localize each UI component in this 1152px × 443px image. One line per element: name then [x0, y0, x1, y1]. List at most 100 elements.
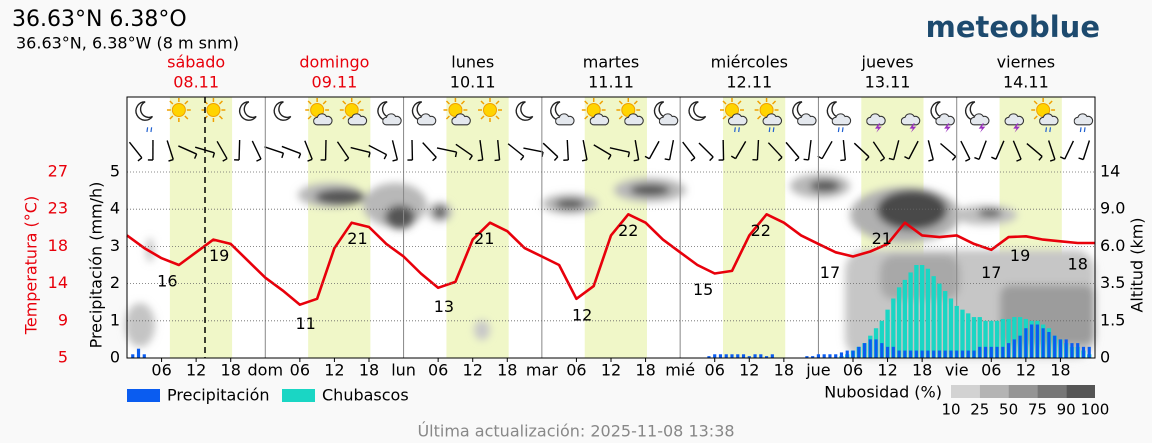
wind-barb: [581, 140, 588, 162]
wind-shaft: [479, 139, 484, 161]
wind-shaft: [1026, 143, 1043, 157]
day-date: 08.11: [173, 73, 219, 92]
precip-bar: [960, 309, 965, 358]
wind-shaft: [436, 147, 457, 153]
temperature-extreme-label: 13: [434, 297, 454, 316]
day-name: domingo: [299, 53, 369, 72]
day-name: miércoles: [711, 53, 788, 72]
wind-barb: [853, 142, 870, 161]
wind-shaft: [1064, 140, 1075, 160]
cloud-legend-swatch: [1066, 385, 1095, 398]
wind-feather: [392, 159, 398, 162]
day-name: martes: [583, 53, 639, 72]
precip-bar: [811, 356, 815, 358]
precip-bar: [1047, 331, 1051, 358]
wind-barb: [785, 141, 800, 162]
x-tick-label: 18: [912, 361, 932, 380]
wind-shaft: [893, 140, 900, 160]
wind-feather: [879, 157, 885, 162]
wind-barb: [1026, 143, 1043, 161]
wind-barb: [422, 142, 437, 162]
wind-feather: [468, 155, 473, 161]
y2-tick-label: 3.5: [1100, 273, 1125, 292]
weather-icon: [166, 98, 191, 122]
daylight-band: [169, 97, 233, 358]
precip-bar: [707, 356, 711, 358]
wind-barb: [368, 144, 388, 160]
wind-barb: [1078, 140, 1091, 161]
wind-barb: [904, 140, 919, 160]
wind-feather: [607, 154, 612, 160]
wind-feather: [690, 157, 696, 162]
precip-bar: [1012, 339, 1016, 358]
wind-shaft: [767, 142, 783, 158]
wind-barb: [609, 147, 631, 158]
day-name: sábado: [167, 53, 225, 72]
wind-feather: [1078, 157, 1084, 161]
day-name: lunes: [451, 53, 494, 72]
cloud-legend-label: 50: [999, 401, 1018, 419]
precip-bar: [932, 350, 936, 358]
precipitation-axis-title: Precipitación (mm/h): [87, 182, 106, 349]
precip-bar: [943, 350, 947, 358]
x-tick-label: 06: [428, 361, 448, 380]
cloud-legend-label: 100: [1081, 401, 1110, 419]
precip-bar: [822, 354, 826, 358]
wind-barb: [350, 146, 371, 158]
y-tick-label: 0: [110, 348, 120, 367]
wind-feather: [1059, 156, 1066, 160]
wind-feather: [633, 159, 639, 162]
wind-barb: [644, 140, 660, 160]
day-date: 09.11: [312, 73, 358, 92]
wind-shaft: [634, 140, 640, 160]
precip-bar: [937, 350, 942, 358]
wind-feather: [256, 158, 262, 162]
temperature-extreme-label: 22: [751, 221, 771, 240]
wind-barb: [336, 141, 350, 162]
precip-bar: [891, 298, 896, 358]
x-tick-label: 06: [705, 361, 725, 380]
x-tick-label: 12: [601, 361, 621, 380]
wind-barb: [407, 139, 414, 161]
day-date: 11.11: [588, 73, 634, 92]
wind-feather: [888, 157, 894, 161]
precip-bar: [896, 287, 902, 358]
precip-bar: [142, 354, 146, 358]
x-tick-label: 18: [497, 361, 517, 380]
precip-bar: [971, 317, 977, 358]
wind-shaft: [960, 140, 971, 160]
wind-barb: [633, 140, 640, 162]
wind-shaft: [251, 140, 262, 160]
precip-bar: [1030, 324, 1034, 358]
y2-tick-label: 14: [1100, 162, 1120, 181]
x-tick-label: 18: [359, 361, 379, 380]
wind-shaft: [507, 143, 525, 157]
wind-shaft: [821, 140, 833, 160]
wind-barb: [391, 140, 399, 162]
precip-bar: [747, 356, 751, 358]
precip-bar: [1064, 339, 1068, 358]
wind-shaft: [927, 140, 934, 160]
temperature-tick-label: 27: [48, 162, 68, 181]
precip-bar: [857, 346, 861, 358]
wind-feather: [581, 159, 588, 162]
precip-bar: [1006, 343, 1011, 358]
wind-barb: [281, 145, 302, 159]
wind-shaft: [1047, 140, 1056, 160]
wind-barb: [718, 139, 725, 161]
wind-feather: [454, 151, 458, 158]
precip-bar: [955, 350, 959, 358]
wind-feather: [520, 155, 525, 161]
precip-bar: [753, 354, 757, 358]
precip-bar: [1024, 328, 1028, 358]
x-tick-label: jue: [805, 361, 830, 380]
x-tick-label: 12: [324, 361, 344, 380]
wind-shaft: [566, 139, 570, 161]
precip-bar: [730, 354, 734, 358]
temperature-extreme-label: 11: [295, 314, 315, 333]
wind-shaft: [238, 139, 241, 161]
temperature-extreme-label: 12: [572, 305, 592, 324]
wind-barb: [494, 139, 501, 162]
precip-bar: [897, 350, 901, 358]
legend-label: Precipitación: [167, 386, 270, 405]
